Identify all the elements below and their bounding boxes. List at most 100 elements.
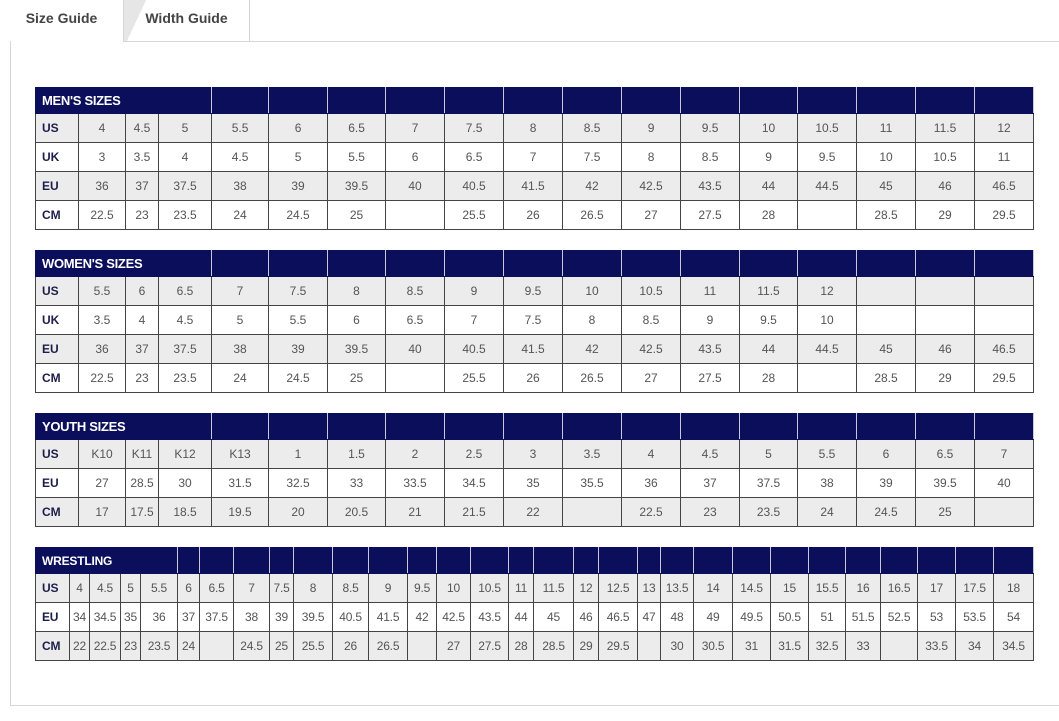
size-cell: 11 <box>856 113 917 143</box>
table-header-row: WRESTLING <box>34 547 1035 574</box>
size-cell: 29.5 <box>974 200 1035 230</box>
size-cell: 9.5 <box>680 113 741 143</box>
size-cell: 3.5 <box>562 439 623 469</box>
size-cell: 23 <box>680 497 741 527</box>
size-cell: 12.5 <box>598 573 639 603</box>
size-cell: 28 <box>739 363 798 393</box>
size-cell: 37 <box>680 468 741 498</box>
size-cell: 33 <box>845 631 882 661</box>
tab-width-guide[interactable]: Width Guide <box>123 0 250 42</box>
size-cell: 49 <box>693 602 734 632</box>
size-cell: 34 <box>69 602 90 632</box>
size-cell: 25 <box>327 200 387 230</box>
size-cell: 5.5 <box>797 439 858 469</box>
size-cell: 1.5 <box>327 439 387 469</box>
size-cell: 10.5 <box>470 573 510 603</box>
tab-size-guide[interactable]: Size Guide <box>0 0 123 41</box>
size-cell: 42.5 <box>621 334 681 364</box>
size-cell: 5 <box>268 142 329 172</box>
size-cell: 3 <box>503 439 564 469</box>
size-cell: 37 <box>177 602 201 632</box>
size-cell: 8.5 <box>621 305 681 335</box>
size-cell: 9 <box>444 276 504 306</box>
tab-bar: Size Guide Width Guide <box>0 0 1059 42</box>
size-row-us: US 4 4.5 5 5.5 6 6.5 7 7.5 8 8.5 9 9.5 10 10.5 11 11.5 12… <box>35 573 1035 603</box>
size-cell: 4.5 <box>158 305 212 335</box>
size-cell: 34.5 <box>993 631 1035 661</box>
size-cell: 4.5 <box>680 439 741 469</box>
size-cell: 53 <box>917 602 957 632</box>
size-cell: 3.5 <box>78 305 126 335</box>
size-cell: 23 <box>125 363 159 393</box>
size-cell <box>637 631 662 661</box>
header-cell <box>680 413 741 440</box>
size-cell: 34.5 <box>89 602 121 632</box>
size-cell: 47 <box>637 602 662 632</box>
size-cell: 11.5 <box>915 113 976 143</box>
header-cell <box>915 87 976 114</box>
size-cell: 8 <box>503 113 564 143</box>
header-cell <box>444 250 504 277</box>
size-row-cm: CM 22.5 23 23.5 24 24.5 25 25.5 26 26.5 27 27.5 28 28… <box>35 363 1034 393</box>
size-cell: 2.5 <box>444 439 505 469</box>
header-cell <box>808 547 847 574</box>
youth-sizes-table: YOUTH SIZES US K10 K11 K12 K13 1 1.5 2 2.5 3 3.5 4 4.… <box>34 413 1035 527</box>
row-label: US <box>35 113 79 143</box>
size-cell: 43.5 <box>680 171 741 201</box>
size-cell: 7.5 <box>562 142 623 172</box>
size-cell: 12 <box>573 573 600 603</box>
header-cell <box>573 547 600 574</box>
size-cell: 15 <box>770 573 810 603</box>
size-cell: 48 <box>660 602 695 632</box>
size-cell: 36 <box>78 334 126 364</box>
size-cell: 22 <box>69 631 90 661</box>
size-cell: 10 <box>797 305 857 335</box>
table-header-row: MEN'S SIZES <box>34 87 1035 114</box>
size-cell: 18.5 <box>157 497 213 527</box>
size-cell <box>385 363 445 393</box>
size-cell: 13.5 <box>660 573 695 603</box>
header-cell <box>562 250 622 277</box>
size-cell: 41.5 <box>368 602 409 632</box>
size-cell <box>974 305 1034 335</box>
size-cell: 37.5 <box>158 334 212 364</box>
size-cell: 25.5 <box>293 631 334 661</box>
header-cell <box>974 250 1034 277</box>
size-cell: 8 <box>621 142 682 172</box>
header-cell <box>598 547 639 574</box>
header-cell <box>917 547 957 574</box>
size-cell <box>797 363 857 393</box>
header-cell <box>680 87 741 114</box>
size-cell: 27 <box>436 631 472 661</box>
size-cell: 41.5 <box>503 171 564 201</box>
size-cell: 39.5 <box>327 334 386 364</box>
size-cell: 5.5 <box>211 113 270 143</box>
size-cell: 4 <box>69 573 90 603</box>
row-label: CM <box>35 631 70 661</box>
size-cell: 8 <box>293 573 334 603</box>
header-cell <box>503 413 564 440</box>
size-cell: 39 <box>268 334 328 364</box>
header-cell <box>268 250 328 277</box>
header-cell <box>436 547 472 574</box>
size-cell: 12 <box>797 276 857 306</box>
size-cell: 34.5 <box>444 468 505 498</box>
size-cell: 39 <box>269 602 295 632</box>
size-cell: 17.5 <box>125 497 159 527</box>
header-cell <box>637 547 662 574</box>
size-row-eu: EU 34 34.5 35 36 37 37.5 38 39 39.5 40.5 41.5 42 42.5… <box>35 602 1035 632</box>
table-title: WRESTLING <box>34 547 179 574</box>
size-cell: 54 <box>993 602 1035 632</box>
size-cell: 27.5 <box>680 200 741 230</box>
size-cell: 36 <box>139 602 179 632</box>
header-cell <box>739 250 798 277</box>
size-cell: 3.5 <box>125 142 159 172</box>
size-cell: 4 <box>125 305 159 335</box>
size-cell: 7.5 <box>444 113 505 143</box>
size-cell: 6.5 <box>199 573 235 603</box>
size-cell: 25.5 <box>444 363 504 393</box>
size-cell <box>856 305 916 335</box>
size-cell: 42 <box>562 334 622 364</box>
header-cell <box>211 87 270 114</box>
size-cell: 24.5 <box>856 497 917 527</box>
